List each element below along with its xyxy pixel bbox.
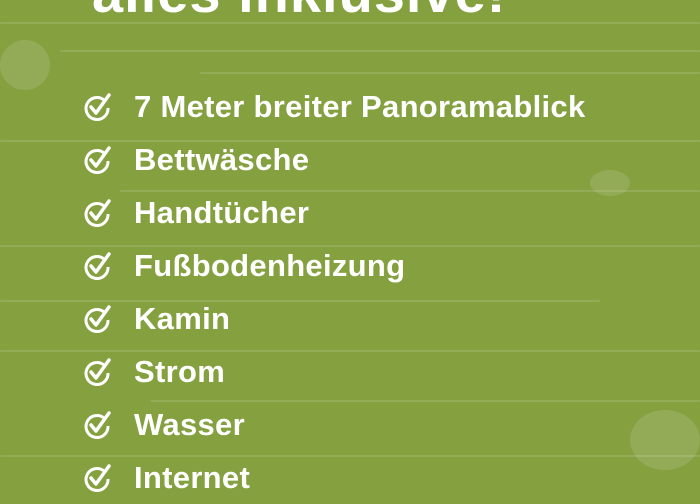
- wood-knot: [0, 40, 50, 90]
- list-item: 7 Meter breiter Panoramablick: [82, 80, 586, 133]
- wood-grain: [0, 455, 700, 457]
- wood-grain: [0, 245, 700, 247]
- list-item: Internet: [82, 451, 586, 504]
- check-circle-icon: [84, 463, 111, 492]
- check-circle-icon: [84, 251, 111, 280]
- check-circle-icon: [84, 410, 111, 439]
- item-label: Wasser: [134, 406, 245, 442]
- wood-knot: [590, 170, 630, 196]
- check-circle-icon: [84, 357, 111, 386]
- list-item: Wasser: [82, 398, 586, 451]
- wood-grain: [150, 400, 700, 402]
- check-circle-icon: [84, 92, 111, 121]
- wood-knot: [630, 410, 700, 470]
- wood-grain: [120, 190, 700, 192]
- item-label: Internet: [134, 459, 251, 495]
- item-label: Fußbodenheizung: [134, 247, 406, 283]
- check-circle-icon: [84, 145, 111, 174]
- list-item: Fußbodenheizung: [82, 239, 586, 292]
- item-label: Strom: [134, 353, 226, 389]
- wood-grain: [0, 350, 700, 352]
- list-item: Handtücher: [82, 186, 586, 239]
- list-item: Kamin: [82, 292, 586, 345]
- feature-list: 7 Meter breiter Panoramablick Bettwäsche…: [82, 80, 586, 504]
- page-title: alles inklusive!: [92, 0, 506, 25]
- check-circle-icon: [84, 198, 111, 227]
- wood-grain: [60, 50, 700, 52]
- list-item: Bettwäsche: [82, 133, 586, 186]
- check-circle-icon: [84, 304, 111, 333]
- item-label: Kamin: [134, 300, 231, 336]
- wood-grain: [0, 140, 700, 142]
- wood-grain: [0, 300, 600, 302]
- list-item: Strom: [82, 345, 586, 398]
- wood-grain: [0, 22, 700, 24]
- wood-grain: [200, 72, 700, 74]
- item-label: 7 Meter breiter Panoramablick: [134, 88, 586, 124]
- item-label: Handtücher: [134, 194, 310, 230]
- item-label: Bettwäsche: [134, 141, 310, 177]
